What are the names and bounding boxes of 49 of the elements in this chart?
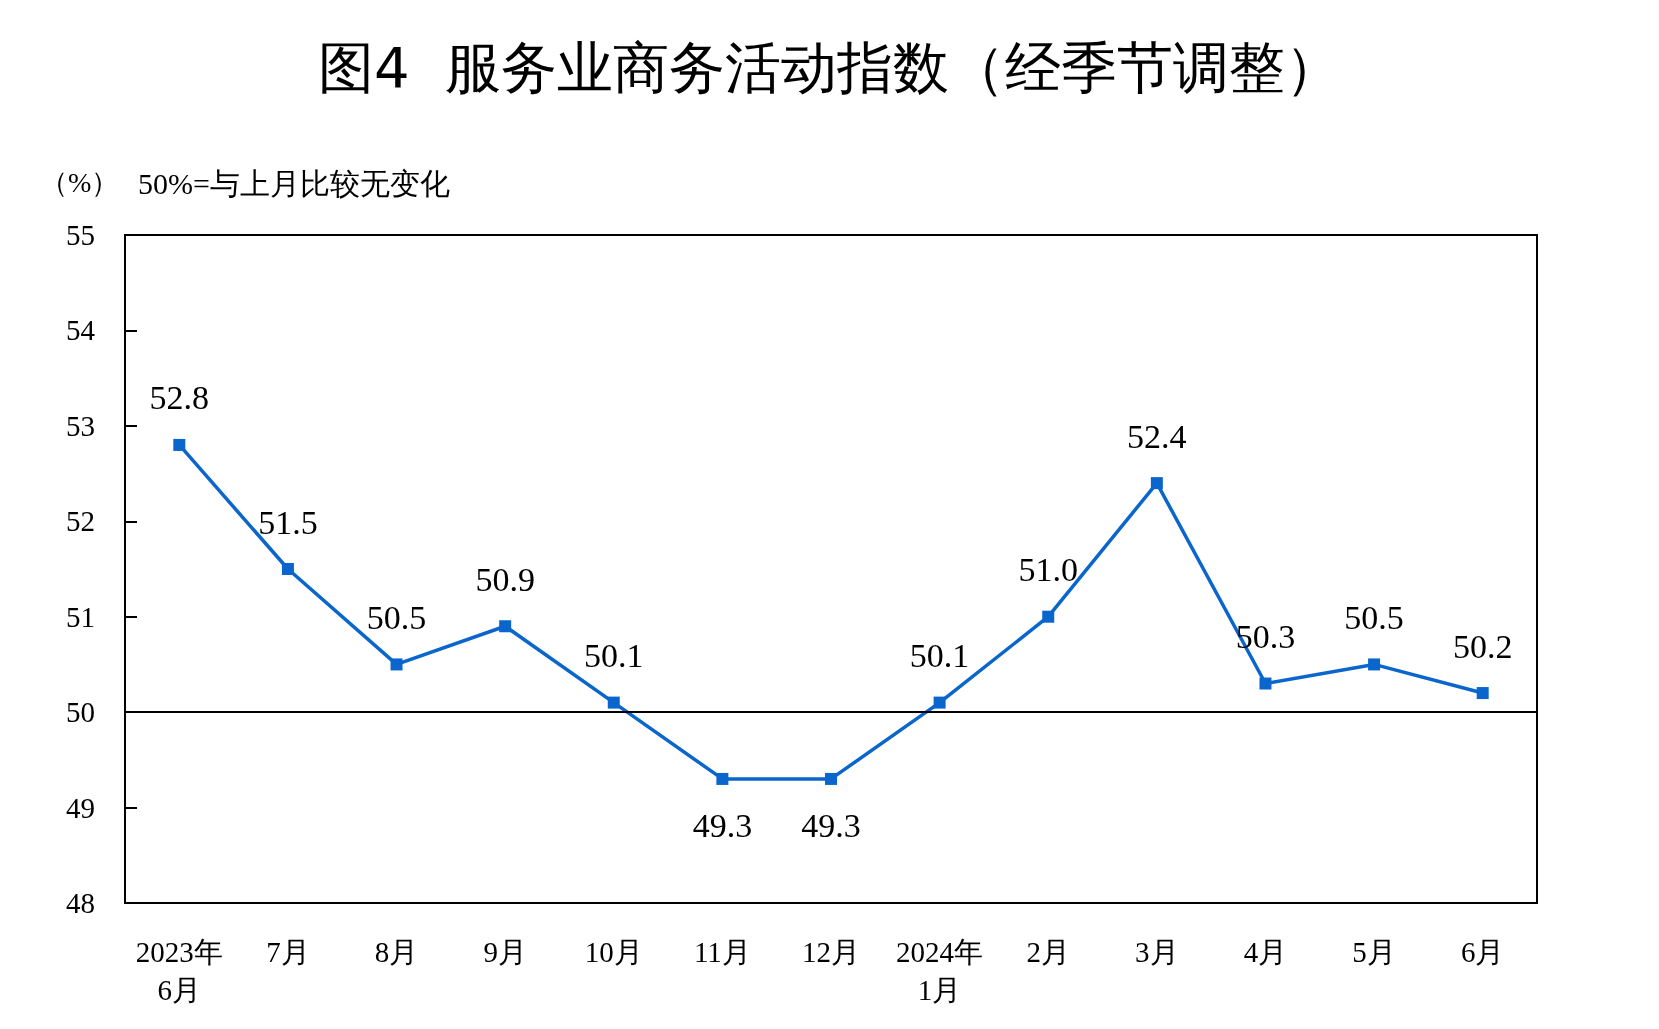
y-tick-label: 55 xyxy=(66,219,95,251)
y-tick-label: 53 xyxy=(66,409,95,442)
y-tick-label: 48 xyxy=(66,887,95,919)
point xyxy=(1368,658,1381,671)
x-tick-label: 7月 xyxy=(266,936,310,968)
text: 52.4 xyxy=(1127,417,1187,455)
point xyxy=(1476,687,1489,700)
x-tick-label: 6月 xyxy=(1460,936,1505,968)
text: 50.1 xyxy=(909,637,970,675)
point xyxy=(281,563,294,575)
x-tick-label: 2024年 1月 xyxy=(896,936,984,1006)
y-tick-label: 51 xyxy=(66,600,95,633)
text: 50.5 xyxy=(366,598,427,636)
text: 49.3 xyxy=(692,807,753,845)
point xyxy=(825,772,837,785)
text: 50%=与上月比较无变化 xyxy=(138,166,450,200)
text: 50.9 xyxy=(475,560,535,598)
x-tick-label: 10月 xyxy=(584,936,643,968)
text: 52.8 xyxy=(149,379,210,417)
x-tick-label: 3月 xyxy=(1135,936,1179,968)
y-tick-label: 52 xyxy=(66,505,95,538)
y-tick-label: 54 xyxy=(66,314,96,347)
point xyxy=(607,696,620,709)
point xyxy=(173,438,186,451)
point xyxy=(1150,477,1163,490)
x-tick-label: 11月 xyxy=(693,936,751,968)
chart-title: 图4 服务业商务活动指数（经季节调整） xyxy=(317,34,1342,100)
point xyxy=(499,620,512,633)
point xyxy=(390,658,403,671)
point xyxy=(1259,677,1272,690)
text: 50.2 xyxy=(1452,627,1513,665)
text: 50.1 xyxy=(584,637,644,675)
x-tick-label: 8月 xyxy=(374,936,419,968)
y-tick-label: 50 xyxy=(66,696,95,729)
point xyxy=(716,772,729,785)
point xyxy=(1042,610,1055,623)
x-tick-label: 5月 xyxy=(1352,936,1396,968)
x-tick-label: 12月 xyxy=(802,936,860,968)
x-tick-label: 2月 xyxy=(1026,936,1070,968)
x-tick-label: 2023年 6月 xyxy=(135,936,223,1006)
y-axis-title: （%） xyxy=(40,166,120,198)
text: 51.0 xyxy=(1018,551,1078,589)
x-tick-label: 9月 xyxy=(483,936,527,968)
y-tick-label: 49 xyxy=(66,791,95,824)
text: 51.5 xyxy=(258,503,318,541)
text: 49.3 xyxy=(801,807,861,845)
x-tick-label: 4月 xyxy=(1243,936,1288,968)
point xyxy=(933,696,946,709)
text: 50.5 xyxy=(1344,598,1404,636)
